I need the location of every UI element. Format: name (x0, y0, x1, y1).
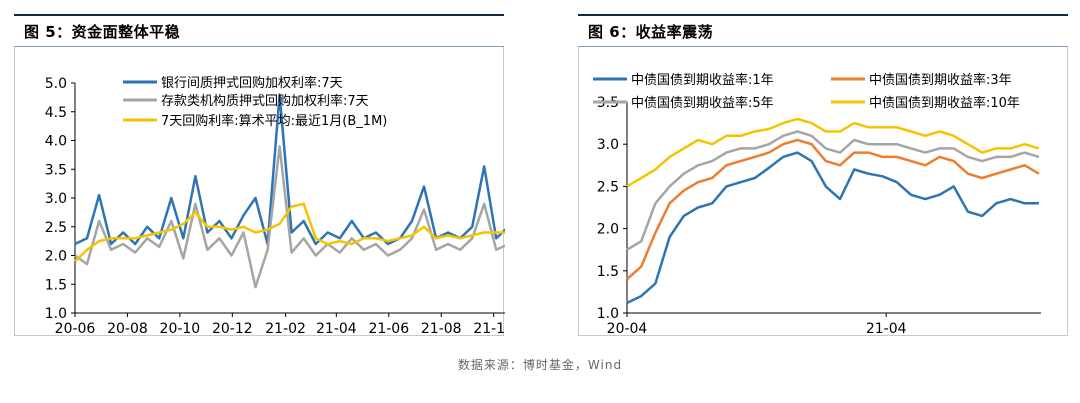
legend-label-2: 中债国债到期收益率:3年 (869, 72, 1012, 88)
x-tick-label: 20-08 (107, 321, 148, 336)
series-line-2 (626, 138, 1040, 281)
plot-area-left: 1.0 1.5 2.0 2.5 3.0 3.5 4.0 4.5 5.0 20-06 20-08 20-… (14, 47, 505, 336)
series-line-3 (74, 202, 505, 263)
x-tick-label: 20-10 (160, 321, 201, 336)
x-tick-label: 21-04 (316, 321, 357, 336)
chart-title-left: 图 5：资金面整体平稳 (24, 23, 181, 41)
chart-panel-right: 图 6：收益率震荡 1.01.52.02.53.03.520-0421-04中债… (578, 14, 1068, 336)
y-tick-label: 3.5 (45, 162, 67, 178)
data-source-note: 数据来源：博时基金，Wind (457, 358, 623, 372)
y-tick-label: 2.0 (597, 222, 619, 238)
y-tick-label: 5.0 (45, 76, 67, 92)
legend-label-1: 银行间质押式回购加权利率:7天 (161, 75, 343, 91)
y-tick-label: 1.0 (597, 306, 619, 322)
x-tick-label: 20-04 (607, 321, 648, 336)
series-line-2 (74, 145, 505, 289)
y-tick-label: 1.0 (45, 306, 67, 322)
chart-title-bar-right: 图 6：收益率震荡 (578, 14, 1068, 47)
y-tick-label: 3.0 (597, 137, 619, 153)
y-tick-label: 2.5 (45, 220, 67, 236)
y-tick-label: 1.5 (45, 277, 67, 293)
x-tick-label: 21-08 (421, 321, 462, 336)
y-tick-label: 2.0 (45, 249, 67, 265)
chart-panel-left: 图 5：资金面整体平稳 1.0 1.5 2.0 2.5 3.0 3.5 4.0 4.5 5.0 2… (14, 14, 505, 336)
x-tick-label: 21-04 (866, 321, 907, 336)
legend-label-3: 7天回购利率:算术平均:最近1月(B_1M) (161, 113, 387, 129)
series-line-3 (626, 130, 1040, 251)
x-tick-label: 21-10 (473, 321, 505, 336)
y-tick-label: 4.5 (45, 105, 67, 121)
x-tick-label: 21-02 (265, 321, 306, 336)
y-tick-label: 4.0 (45, 134, 67, 150)
x-tick-label: 20-12 (212, 321, 253, 336)
legend-label-2: 存款类机构质押式回购加权利率:7天 (161, 93, 369, 109)
y-tick-label: 1.5 (597, 264, 619, 280)
line-chart-right: 1.01.52.02.53.03.520-0421-04中债国债到期收益率:1年… (593, 72, 1041, 336)
x-tick-label: 21-06 (368, 321, 409, 336)
y-tick-label: 3.0 (45, 191, 67, 207)
chart-title-bar-left: 图 5：资金面整体平稳 (14, 14, 504, 47)
legend-label-1: 中债国债到期收益率:1年 (631, 72, 774, 88)
series-line-1 (626, 151, 1039, 305)
y-tick-label: 2.5 (597, 179, 619, 195)
plot-area-right: 1.01.52.02.53.03.520-0421-04中债国债到期收益率:1年… (578, 47, 1068, 336)
legend-label-4: 中债国债到期收益率:10年 (869, 95, 1020, 111)
series-line-4 (626, 117, 1040, 188)
line-chart-left: 1.0 1.5 2.0 2.5 3.0 3.5 4.0 4.5 5.0 20-06 20-08 20-… (45, 75, 505, 336)
x-tick-label: 20-06 (55, 321, 96, 336)
chart-title-right: 图 6：收益率震荡 (588, 23, 714, 41)
legend-label-3: 中债国债到期收益率:5年 (631, 95, 774, 111)
